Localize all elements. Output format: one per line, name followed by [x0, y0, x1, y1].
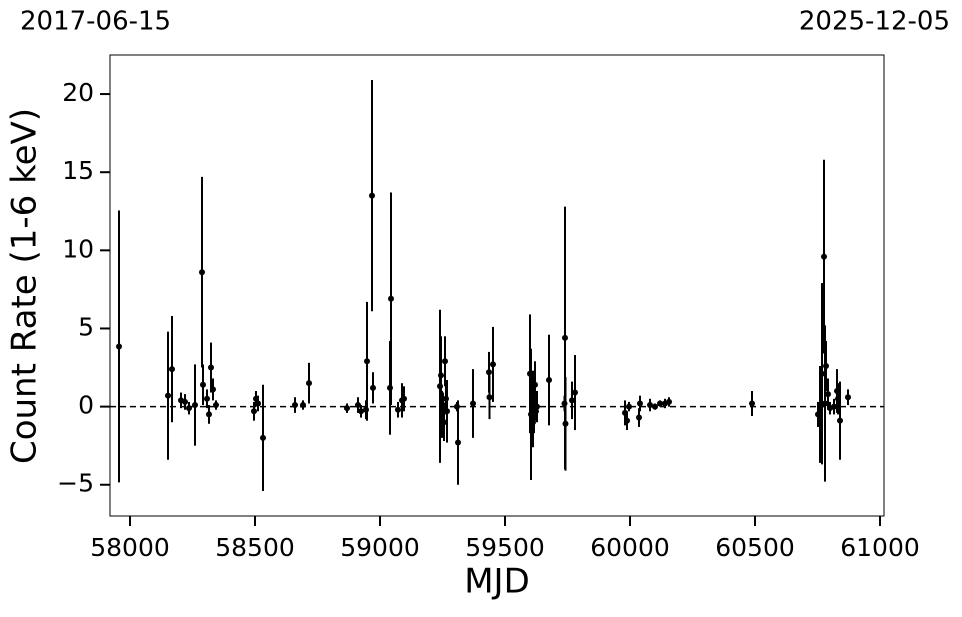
data-point	[561, 400, 568, 407]
data-point	[300, 402, 306, 409]
data-point	[444, 408, 450, 415]
data-point	[534, 403, 540, 410]
data-point	[749, 400, 755, 407]
data-point	[251, 408, 257, 415]
data-point	[821, 253, 827, 260]
data-point	[369, 192, 375, 199]
data-point	[210, 386, 216, 393]
data-point	[199, 269, 205, 276]
x-tick-label: 58500	[215, 533, 295, 562]
data-point	[636, 414, 642, 421]
data-point	[206, 411, 212, 418]
data-point	[572, 389, 578, 396]
data-point	[624, 417, 630, 424]
y-tick-label: −5	[57, 469, 94, 498]
data-point	[470, 400, 476, 407]
data-point	[169, 366, 175, 373]
data-point	[822, 400, 828, 407]
data-point	[823, 362, 829, 369]
data-point	[260, 434, 266, 441]
data-point	[165, 392, 171, 399]
data-point	[666, 398, 672, 405]
x-axis-label: MJD	[464, 562, 530, 602]
data-point	[532, 381, 538, 388]
data-point	[657, 400, 663, 407]
data-point	[486, 369, 492, 376]
data-point	[562, 334, 568, 341]
data-point	[647, 402, 653, 409]
data-point	[441, 419, 447, 426]
data-point	[831, 403, 837, 410]
data-point	[200, 381, 206, 388]
data-point	[355, 402, 361, 409]
x-tick-label: 60500	[715, 533, 795, 562]
data-point	[186, 405, 192, 412]
data-point	[358, 408, 364, 415]
data-point	[292, 402, 298, 409]
data-point	[455, 439, 461, 446]
data-point	[438, 372, 444, 379]
data-point	[364, 358, 370, 365]
top-left-label: 2017-06-15	[20, 7, 171, 37]
y-tick-label: 0	[78, 391, 94, 420]
data-point	[637, 400, 643, 407]
data-point	[819, 370, 825, 377]
data-point	[395, 406, 401, 413]
data-point	[370, 384, 376, 391]
data-point	[363, 406, 369, 413]
top-right-label: 2025-12-05	[799, 7, 950, 37]
data-point	[306, 380, 312, 387]
data-point	[388, 295, 394, 302]
data-point	[344, 405, 350, 412]
data-point	[204, 395, 210, 402]
x-tick-label: 58000	[90, 533, 170, 562]
y-tick-label: 5	[78, 312, 94, 341]
data-point	[213, 402, 219, 409]
y-tick-label: 15	[62, 156, 94, 185]
data-point	[454, 403, 460, 410]
data-point	[569, 397, 575, 404]
data-point	[192, 402, 198, 409]
data-point	[401, 395, 407, 402]
data-point	[825, 391, 831, 398]
y-axis-label: Count Rate (1-6 keV)	[5, 108, 45, 464]
data-point	[626, 403, 632, 410]
data-point	[845, 394, 851, 401]
data-point	[255, 400, 261, 407]
data-point	[652, 403, 658, 410]
x-tick-label: 60000	[590, 533, 670, 562]
data-point	[182, 398, 188, 405]
y-tick-label: 20	[62, 78, 94, 107]
data-point	[562, 420, 569, 427]
data-point	[837, 417, 843, 424]
data-point	[387, 384, 393, 391]
data-point	[116, 343, 122, 350]
plot-frame	[109, 54, 885, 517]
y-tick-label: 10	[62, 234, 94, 263]
data-point	[490, 361, 496, 368]
x-tick-label: 59000	[340, 533, 420, 562]
data-point	[546, 377, 552, 384]
data-point	[442, 358, 448, 365]
x-tick-label: 61000	[840, 533, 920, 562]
data-point	[486, 394, 493, 401]
x-tick-label: 59500	[465, 533, 545, 562]
data-point	[208, 364, 214, 371]
